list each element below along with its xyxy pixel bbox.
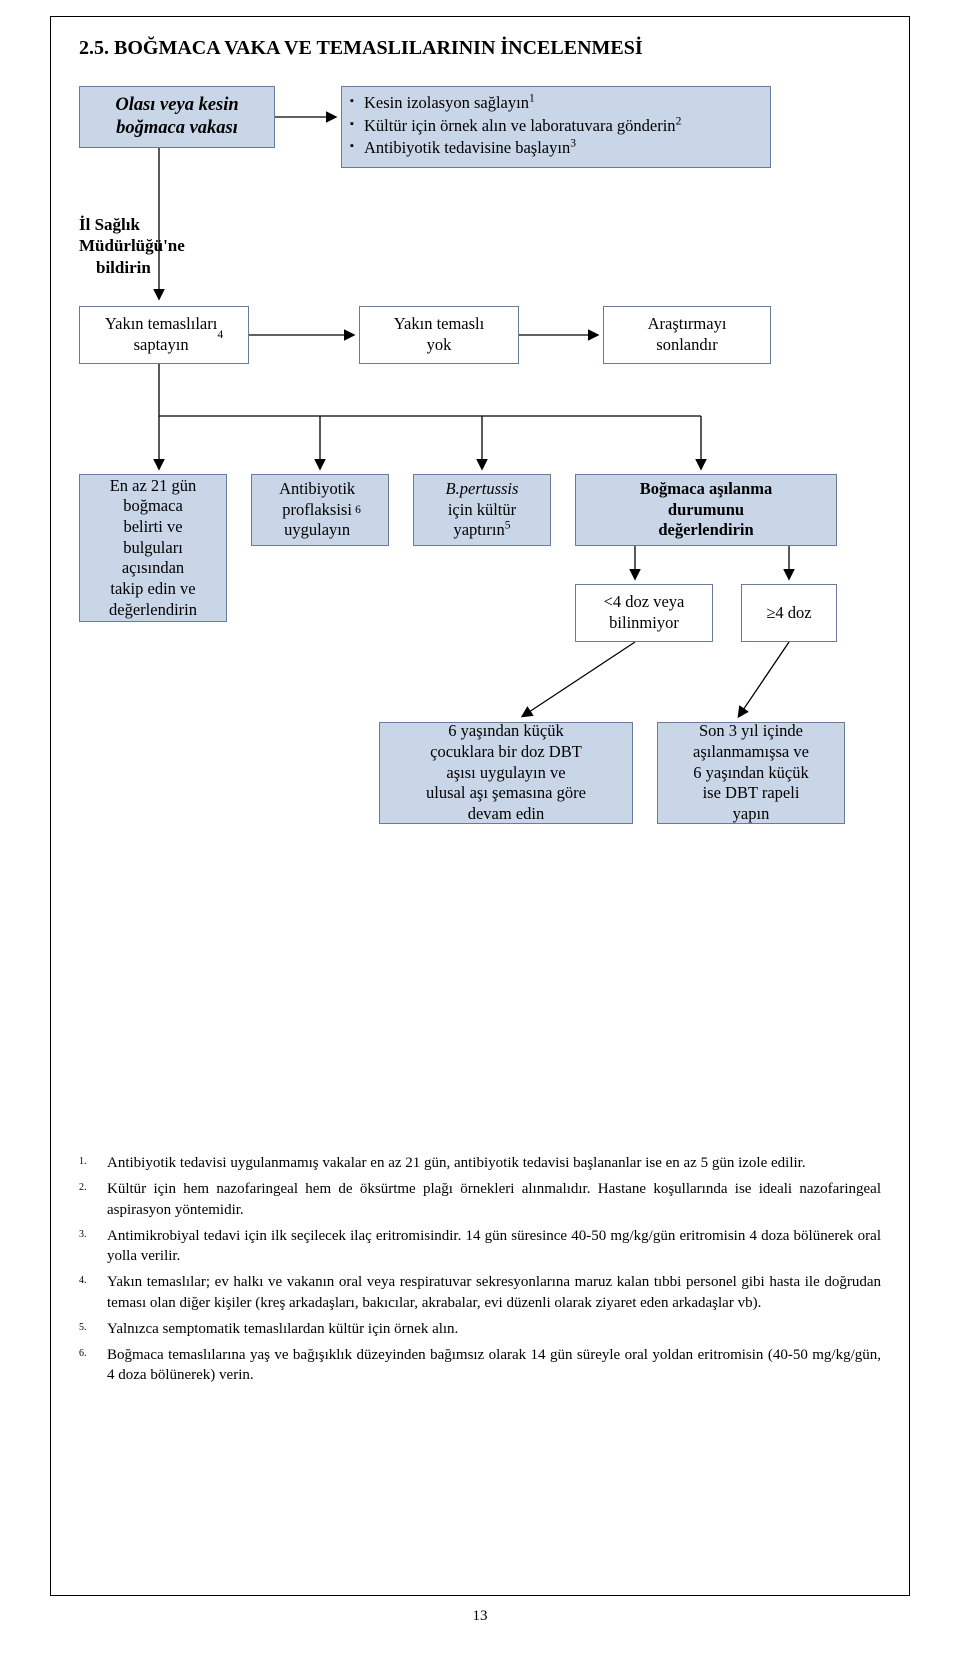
edge-4 — [159, 364, 701, 416]
footnote-text: Yalnızca semptomatik temaslılardan kültü… — [107, 1319, 458, 1339]
footnotes: 1. Antibiyotik tedavisi uygulanmamış vaka… — [79, 1153, 881, 1392]
edge-12 — [739, 642, 789, 716]
node-n13: 6 yaşından küçükçocuklara bir doz DBTaşı… — [379, 722, 633, 824]
node-n5: Yakın temaslıyok — [359, 306, 519, 364]
footnote-num: 5. — [79, 1319, 97, 1339]
node-n4: Yakın temaslılarısaptayın4 — [79, 306, 249, 364]
node-n14: Son 3 yıl içindeaşılanmamışsa ve6 yaşınd… — [657, 722, 845, 824]
footnote: 3.Antimikrobiyal tedavi için ilk seçilec… — [79, 1226, 881, 1267]
node-n6: Araştırmayısonlandır — [603, 306, 771, 364]
footnote: 5. Yalnızca semptomatik temaslılardan kül… — [79, 1319, 881, 1339]
node-n2: Kesin izolasyon sağlayın1Kültür için örn… — [341, 86, 771, 168]
flowchart-canvas: Olası veya kesinboğmaca vakası Kesin izol… — [79, 86, 881, 1106]
footnote-num: 3. — [79, 1226, 97, 1267]
footnote-num: 6. — [79, 1345, 97, 1386]
footnote-text: Yakın temaslılar; ev halkı ve vakanın or… — [107, 1272, 881, 1313]
node-n7: En az 21 günboğmacabelirti vebulgularıaç… — [79, 474, 227, 622]
page-number: 13 — [51, 1608, 909, 1625]
footnote: 2.Kültür için hem nazofaringeal hem de ö… — [79, 1179, 881, 1220]
node-n9: B.pertussisiçin kültüryaptırın5 — [413, 474, 551, 546]
footnote-num: 1. — [79, 1153, 97, 1173]
node-n1: Olası veya kesinboğmaca vakası — [79, 86, 275, 148]
footnote: 6.Boğmaca temaslılarına yaş ve bağışıklı… — [79, 1345, 881, 1386]
footnote-text: Antibiyotik tedavisi uygulanmamış vakala… — [107, 1153, 806, 1173]
page-frame: 2.5. BOĞMACA VAKA VE TEMASLILARININ İNCE… — [50, 16, 910, 1596]
footnote-text: Antimikrobiyal tedavi için ilk seçilecek… — [107, 1226, 881, 1267]
node-n12: ≥4 doz — [741, 584, 837, 642]
node-n11: <4 doz veyabilinmiyor — [575, 584, 713, 642]
footnote-text: Boğmaca temaslılarına yaş ve bağışıklık … — [107, 1345, 881, 1386]
footnote: 1. Antibiyotik tedavisi uygulanmamış vaka… — [79, 1153, 881, 1173]
footnote: 4.Yakın temaslılar; ev halkı ve vakanın … — [79, 1272, 881, 1313]
footnote-text: Kültür için hem nazofaringeal hem de öks… — [107, 1179, 881, 1220]
edge-11 — [523, 642, 635, 716]
section-title: 2.5. BOĞMACA VAKA VE TEMASLILARININ İNCE… — [79, 37, 881, 60]
node-n10: Boğmaca aşılanmadurumunudeğerlendirin — [575, 474, 837, 546]
node-n8: Antibiyotikproflaksisiuygulayın6 — [251, 474, 389, 546]
footnote-num: 4. — [79, 1272, 97, 1313]
footnote-num: 2. — [79, 1179, 97, 1220]
label-n3_label: İl Sağlık Müdürlüğü'ne bildirin — [79, 214, 185, 278]
